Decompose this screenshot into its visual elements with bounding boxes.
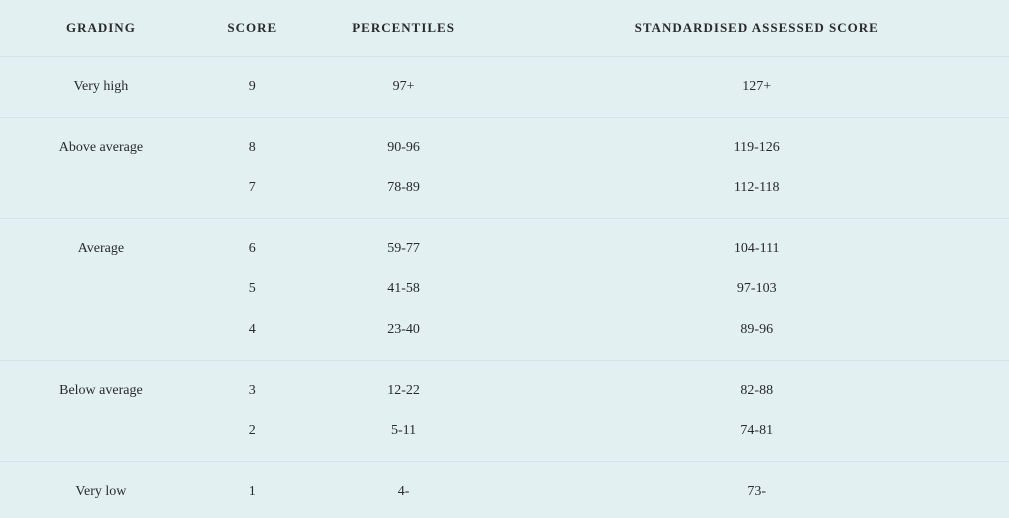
table-row: Very high997+127+: [0, 57, 1009, 118]
table-body: Very high997+127+Above average890-96119-…: [0, 57, 1009, 518]
cell-grading: Very high: [0, 57, 202, 118]
cell-score: 9: [202, 57, 303, 118]
header-standard: STANDARDISED ASSESSED SCORE: [504, 0, 1009, 57]
header-percentiles: PERCENTILES: [303, 0, 505, 57]
cell-standard: 104-111: [504, 219, 1009, 270]
cell-percentiles: 90-96: [303, 118, 505, 169]
cell-standard: 119-126: [504, 118, 1009, 169]
cell-score: 3: [202, 360, 303, 411]
cell-standard: 74-81: [504, 411, 1009, 462]
table-row: Very low14-73-: [0, 461, 1009, 518]
table-row: Below average312-2282-88: [0, 360, 1009, 411]
cell-grading: [0, 411, 202, 462]
table-row: Above average890-96119-126: [0, 118, 1009, 169]
cell-score: 5: [202, 269, 303, 309]
cell-grading: [0, 310, 202, 361]
cell-percentiles: 41-58: [303, 269, 505, 309]
cell-score: 7: [202, 168, 303, 219]
table-row: 778-89112-118: [0, 168, 1009, 219]
cell-score: 4: [202, 310, 303, 361]
cell-standard: 73-: [504, 461, 1009, 518]
cell-grading: Average: [0, 219, 202, 270]
grading-table: GRADING SCORE PERCENTILES STANDARDISED A…: [0, 0, 1009, 518]
cell-grading: [0, 269, 202, 309]
cell-percentiles: 97+: [303, 57, 505, 118]
cell-score: 8: [202, 118, 303, 169]
header-grading: GRADING: [0, 0, 202, 57]
cell-standard: 97-103: [504, 269, 1009, 309]
table-row: 423-4089-96: [0, 310, 1009, 361]
cell-grading: [0, 168, 202, 219]
cell-percentiles: 5-11: [303, 411, 505, 462]
cell-standard: 127+: [504, 57, 1009, 118]
cell-percentiles: 23-40: [303, 310, 505, 361]
table-row: 25-1174-81: [0, 411, 1009, 462]
table-header: GRADING SCORE PERCENTILES STANDARDISED A…: [0, 0, 1009, 57]
header-score: SCORE: [202, 0, 303, 57]
cell-percentiles: 4-: [303, 461, 505, 518]
cell-score: 1: [202, 461, 303, 518]
cell-grading: Above average: [0, 118, 202, 169]
table-row: Average659-77104-111: [0, 219, 1009, 270]
cell-standard: 82-88: [504, 360, 1009, 411]
table-row: 541-5897-103: [0, 269, 1009, 309]
cell-percentiles: 78-89: [303, 168, 505, 219]
cell-grading: Very low: [0, 461, 202, 518]
cell-score: 2: [202, 411, 303, 462]
cell-grading: Below average: [0, 360, 202, 411]
cell-standard: 112-118: [504, 168, 1009, 219]
cell-standard: 89-96: [504, 310, 1009, 361]
cell-percentiles: 59-77: [303, 219, 505, 270]
cell-percentiles: 12-22: [303, 360, 505, 411]
cell-score: 6: [202, 219, 303, 270]
